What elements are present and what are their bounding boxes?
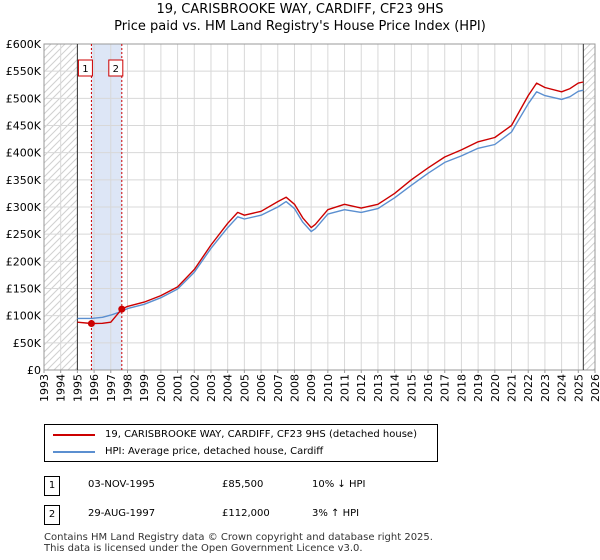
x-tick-label: 1994 <box>55 374 68 402</box>
transaction-hpi-diff: 10% ↓ HPI <box>312 479 366 490</box>
y-tick-label: £500K <box>6 92 42 105</box>
x-tick-label: 2008 <box>288 374 301 402</box>
transaction-number: 2 <box>44 505 60 525</box>
price-chart: 1 2 £0 £50K £100K £150K £200K £250K £300K £350K £… <box>6 38 600 402</box>
x-tick-label: 2004 <box>222 374 235 402</box>
x-tick-label: 2015 <box>405 374 418 402</box>
transaction-number: 1 <box>44 476 60 496</box>
sale-label: 1 <box>82 64 88 75</box>
footer-licence: This data is licensed under the Open Gov… <box>44 543 363 554</box>
legend-label-hpi: HPI: Average price, detached house, Card… <box>105 446 324 457</box>
x-tick-label: 2019 <box>472 374 485 402</box>
x-tick-label: 2021 <box>506 374 519 402</box>
x-tick-label: 2026 <box>589 374 600 402</box>
property-price-line <box>77 81 584 325</box>
x-tick-label: 1996 <box>88 374 101 402</box>
x-tick-label: 1999 <box>138 374 151 402</box>
x-tick-label: 2024 <box>556 374 569 402</box>
sale-point <box>118 305 126 313</box>
x-tick-label: 2017 <box>439 374 452 402</box>
x-tick-label: 1993 <box>38 374 51 402</box>
y-tick-label: £400K <box>6 147 42 160</box>
x-tick-label: 2012 <box>355 374 368 402</box>
x-tick-label: 2013 <box>372 374 385 402</box>
x-tick-label: 2000 <box>155 374 168 402</box>
sale-label-box <box>108 59 124 77</box>
transaction-price: £85,500 <box>222 479 264 490</box>
transaction-row: 2 29-AUG-1997 £112,000 3% ↑ HPI <box>44 505 564 525</box>
legend-label-property: 19, CARISBROOKE WAY, CARDIFF, CF23 9HS (… <box>105 429 417 440</box>
x-tick-label: 2014 <box>389 374 402 402</box>
x-tick-label: 2020 <box>489 374 502 402</box>
legend-swatch-property <box>53 434 95 436</box>
sale-point <box>87 320 95 328</box>
y-tick-label: £600K <box>6 38 42 51</box>
x-tick-label: 2022 <box>522 374 535 402</box>
y-tick-label: £450K <box>6 120 42 133</box>
transaction-hpi-diff: 3% ↑ HPI <box>312 508 360 519</box>
hpi-line <box>77 89 584 320</box>
legend: 19, CARISBROOKE WAY, CARDIFF, CF23 9HS (… <box>44 424 438 462</box>
x-tick-label: 1995 <box>71 374 84 402</box>
plot-border <box>43 43 596 371</box>
x-tick-label: 2007 <box>272 374 285 402</box>
chart-title: 19, CARISBROOKE WAY, CARDIFF, CF23 9HS <box>156 2 444 17</box>
y-tick-label: £300K <box>6 201 42 214</box>
chart-subtitle: Price paid vs. HM Land Registry's House … <box>114 19 486 34</box>
transaction-price: £112,000 <box>222 508 270 519</box>
x-tick-label: 2016 <box>422 374 435 402</box>
x-tick-label: 2005 <box>238 374 251 402</box>
transaction-date: 29-AUG-1997 <box>88 508 156 519</box>
y-tick-label: £0 <box>27 364 41 377</box>
x-tick-label: 2010 <box>322 374 335 402</box>
y-tick-label: £100K <box>6 310 42 323</box>
sale-label-box <box>77 59 93 77</box>
x-tick-label: 2023 <box>539 374 552 402</box>
x-tick-label: 1997 <box>105 374 118 402</box>
x-tick-label: 2006 <box>255 374 268 402</box>
sale-label: 2 <box>113 64 119 75</box>
transaction-row: 1 03-NOV-1995 £85,500 10% ↓ HPI <box>44 476 564 496</box>
y-tick-label: £550K <box>6 65 42 78</box>
x-tick-label: 2001 <box>172 374 185 402</box>
y-tick-label: £150K <box>6 283 42 296</box>
x-tick-label: 2025 <box>572 374 585 402</box>
transaction-date: 03-NOV-1995 <box>88 479 155 490</box>
x-tick-label: 2018 <box>455 374 468 402</box>
x-tick-label: 2011 <box>339 374 352 402</box>
x-tick-label: 2003 <box>205 374 218 402</box>
x-tick-label: 1998 <box>121 374 134 402</box>
y-tick-label: £250K <box>6 228 42 241</box>
x-tick-label: 2002 <box>188 374 201 402</box>
footer-copyright: Contains HM Land Registry data © Crown c… <box>44 532 433 543</box>
legend-swatch-hpi <box>53 451 95 453</box>
x-tick-label: 2009 <box>305 374 318 402</box>
y-tick-label: £200K <box>6 255 42 268</box>
y-tick-label: £50K <box>13 337 42 350</box>
y-tick-label: £350K <box>6 174 42 187</box>
